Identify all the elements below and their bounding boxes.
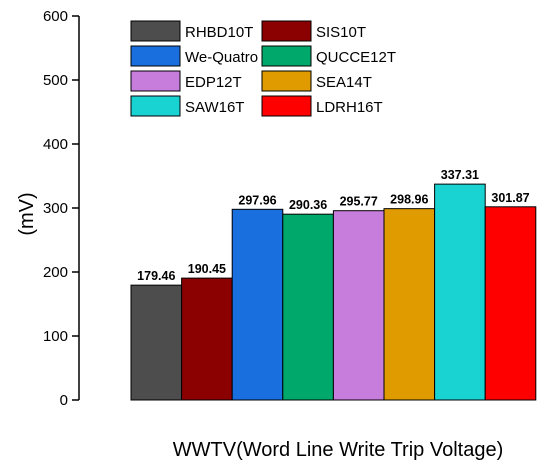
legend-label-edp12t: EDP12T <box>185 74 242 91</box>
y-ticks: 0 100 200 300 400 500 600 <box>43 8 79 409</box>
data-labels: 179.46 190.45 297.96 290.36 295.77 298.96 337.… <box>137 168 529 283</box>
legend-swatch-sea14t <box>261 70 312 92</box>
y-tick-label: 100 <box>43 328 68 345</box>
bar-ldrh16t <box>484 206 537 401</box>
data-label-ldrh16t: 301.87 <box>491 191 529 205</box>
legend-label-rhbd10t: RHBD10T <box>185 24 253 41</box>
data-label-qucce12t: 290.36 <box>289 198 327 212</box>
bar-sea14t <box>383 208 436 401</box>
legend-swatch-saw16t <box>130 95 181 117</box>
x-axis-title: WWTV(Word Line Write Trip Voltage) <box>173 439 503 461</box>
legend-label-sea14t: SEA14T <box>316 74 372 91</box>
data-label-sis10t: 190.45 <box>188 262 226 276</box>
y-tick-label: 300 <box>43 200 68 217</box>
legend-swatch-rhbd10t <box>130 20 181 42</box>
y-tick-label: 400 <box>43 136 68 153</box>
bar-qucce12t <box>282 213 334 401</box>
y-tick-label: 500 <box>43 72 68 89</box>
legend-label-sis10t: SIS10T <box>316 24 366 41</box>
data-label-saw16t: 337.31 <box>441 168 479 182</box>
data-label-rhbd10t: 179.46 <box>137 269 175 283</box>
data-label-sea14t: 298.96 <box>390 193 428 207</box>
bar-saw16t <box>434 183 486 401</box>
legend-label-we-quatro: We-Quatro <box>185 49 258 66</box>
legend: RHBD10T SIS10T We-Quatro QUCCE12T EDP12T SEA1… <box>130 20 396 117</box>
legend-swatch-edp12t <box>130 70 181 92</box>
legend-swatch-qucce12t <box>261 45 312 67</box>
bars <box>130 183 537 401</box>
y-tick-label: 0 <box>60 392 68 409</box>
y-axis-title: (mV) <box>16 192 38 235</box>
legend-label-ldrh16t: LDRH16T <box>316 99 383 116</box>
y-tick-label: 200 <box>43 264 68 281</box>
bar-edp12t <box>332 210 385 401</box>
y-tick-label: 600 <box>43 8 68 25</box>
legend-swatch-we-quatro <box>130 45 181 67</box>
bar-sis10t <box>181 277 233 401</box>
data-label-we-quatro: 297.96 <box>238 193 276 207</box>
legend-label-saw16t: SAW16T <box>185 99 244 116</box>
data-label-edp12t: 295.77 <box>340 195 378 209</box>
bar-we-quatro <box>231 208 284 401</box>
legend-label-qucce12t: QUCCE12T <box>316 49 396 66</box>
legend-swatch-sis10t <box>261 20 312 42</box>
legend-swatch-ldrh16t <box>261 95 312 117</box>
bar-rhbd10t <box>130 284 183 401</box>
